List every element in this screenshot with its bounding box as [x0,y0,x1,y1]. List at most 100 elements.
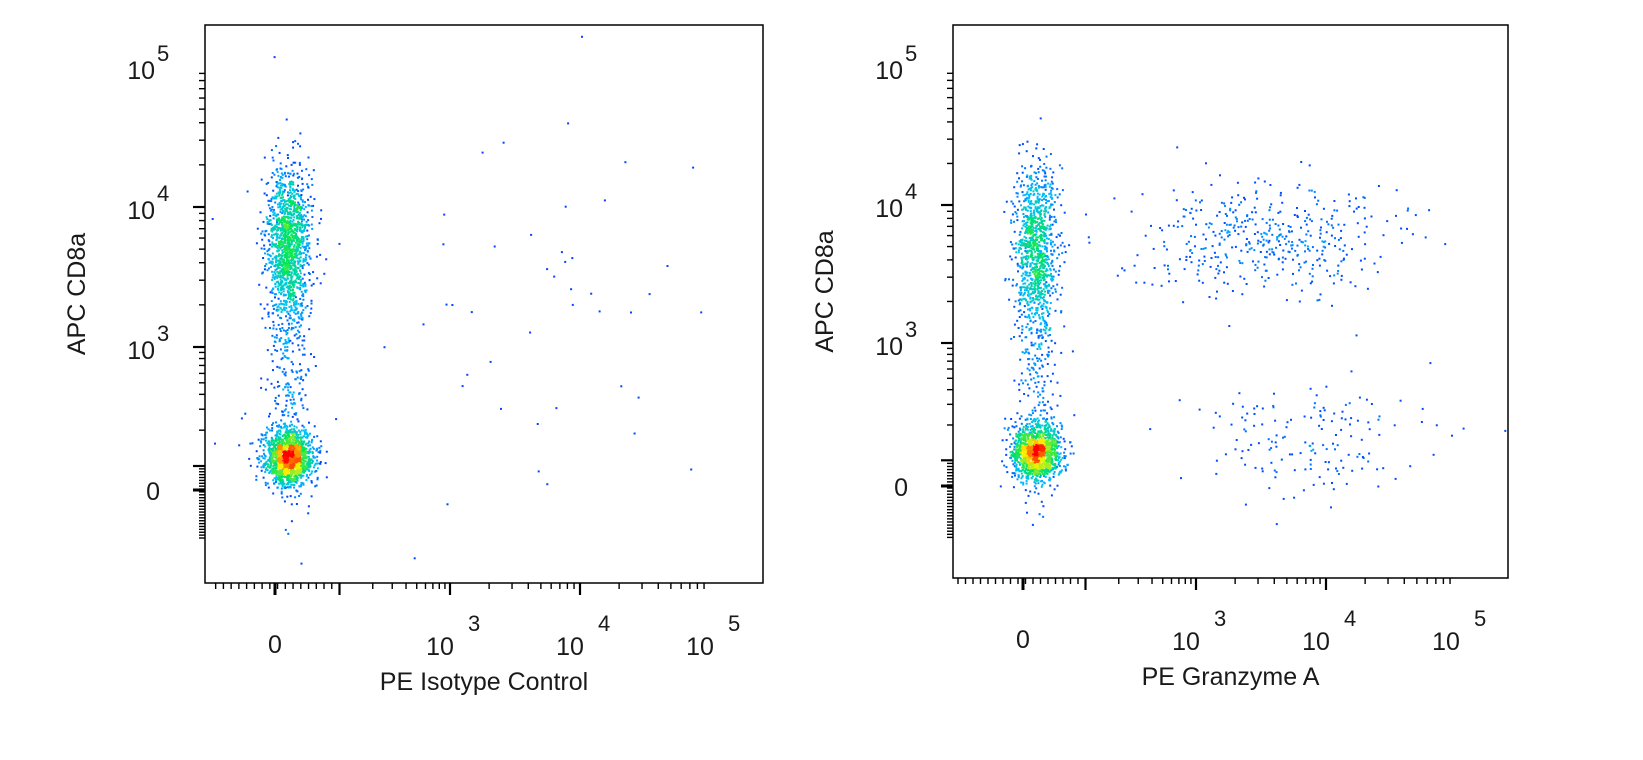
event-dot [304,306,307,309]
event-dot [290,322,293,325]
event-dot [298,458,301,461]
event-dot [1047,351,1050,354]
event-dot [288,226,291,229]
event-dot [292,281,295,284]
event-dot [1009,241,1012,243]
event-dot [292,438,295,441]
event-dot [290,478,292,481]
event-dot [275,238,278,241]
event-dot [1046,275,1048,278]
event-dot [292,264,295,267]
event-dot [275,255,278,258]
event-dot [1039,218,1042,221]
event-dot [282,451,285,454]
event-dot [1033,481,1036,484]
event-dot [1064,448,1067,451]
event-dot [279,247,282,250]
event-dot [276,270,279,273]
event-dot [295,301,298,304]
event-dot [306,461,309,464]
event-dot [278,303,281,306]
event-dot [274,456,277,459]
event-dot [1035,478,1038,481]
event-dot [1023,286,1026,289]
event-dot [286,434,289,437]
event-dot [1042,219,1044,222]
event-dot [1058,441,1061,444]
event-dot [298,203,301,206]
event-dot [299,265,302,268]
event-dot [1017,251,1020,254]
event-dot [299,196,302,199]
event-dot [1022,194,1025,197]
event-dot [1015,251,1018,254]
event-dot [288,294,291,297]
event-dot [451,304,454,306]
event-dot [265,263,268,265]
event-dot [1040,220,1043,223]
event-dot [272,422,275,425]
event-dot [268,254,271,257]
event-dot [293,250,296,253]
event-dot [298,452,301,455]
event-dot [292,470,295,473]
event-dot [274,257,277,260]
event-dot [297,184,299,187]
event-dot [279,270,282,273]
event-dot [291,309,294,312]
event-dot [489,360,492,363]
event-dot [287,273,290,276]
event-dot [285,430,288,433]
event-dot [304,455,307,458]
event-dot [272,459,275,462]
event-dot [286,332,289,335]
event-dot [1026,232,1029,235]
event-dot [291,254,294,256]
event-dot [273,467,276,470]
event-dot [287,264,290,266]
event-dot [289,223,292,225]
event-dot [280,311,283,313]
event-dot [275,259,278,262]
event-dot [287,216,290,219]
event-dot [1037,482,1040,485]
event-dot [1033,491,1036,494]
event-dot [265,286,268,289]
event-dot [279,441,282,444]
event-dot [1021,263,1024,266]
event-dot [284,294,287,297]
event-dot [293,462,295,465]
event-dot [1048,185,1051,188]
event-dot [279,330,282,332]
event-dot [287,389,290,392]
event-dot [318,446,321,449]
event-dot [1017,461,1020,463]
event-dot [1050,272,1052,275]
event-dot [281,443,284,446]
event-dot [1027,196,1030,199]
event-dot [1058,164,1061,167]
event-dot [275,472,278,475]
event-dot [302,465,305,468]
event-dot [299,278,302,281]
event-dot [282,290,285,293]
event-dot [281,252,284,255]
event-dot [268,207,271,210]
event-dot [294,459,297,461]
event-dot [282,468,285,471]
event-dot [269,255,272,257]
event-dot [338,242,341,245]
event-dot [291,192,294,195]
event-dot [1030,252,1033,254]
event-dot [289,183,292,185]
event-dot [310,209,313,212]
event-dot [1036,178,1039,180]
event-dot [287,241,290,243]
event-dot [1050,253,1053,256]
event-dot [278,192,281,195]
event-dot [1035,236,1038,239]
event-dot [1039,158,1041,161]
event-dot [311,461,313,464]
event-dot [288,208,291,211]
event-dot [305,456,308,459]
